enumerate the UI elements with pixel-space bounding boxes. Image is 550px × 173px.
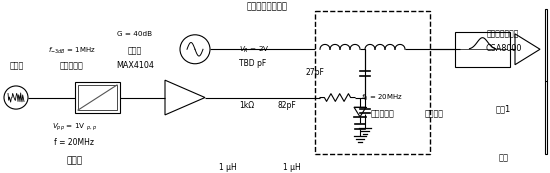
- Text: 帶通濾波器: 帶通濾波器: [370, 110, 394, 119]
- Text: 頻道1: 頻道1: [496, 104, 511, 113]
- Text: 正弦波: 正弦波: [66, 156, 82, 165]
- Text: $V_{pp}$ = 1V $_{p,p}$: $V_{pp}$ = 1V $_{p,p}$: [52, 121, 97, 133]
- Text: $V_R$ = 2V: $V_R$ = 2V: [239, 44, 270, 55]
- Text: 1kΩ: 1kΩ: [239, 101, 254, 110]
- Text: $f_{-3dB}$ = 1MHz: $f_{-3dB}$ = 1MHz: [48, 46, 95, 56]
- Text: 1 μH: 1 μH: [219, 163, 237, 172]
- Text: TBD pF: TBD pF: [239, 60, 267, 69]
- Text: 27pF: 27pF: [305, 68, 324, 77]
- Text: G = 40dB: G = 40dB: [117, 31, 152, 37]
- Text: 82pF: 82pF: [278, 101, 296, 110]
- Text: 相位雜訊調變電路: 相位雜訊調變電路: [246, 2, 287, 11]
- Text: 低通濾波器: 低通濾波器: [59, 61, 84, 70]
- Text: 放大器: 放大器: [128, 46, 142, 55]
- Text: 1 μH: 1 μH: [283, 163, 300, 172]
- Text: f = 20MHz: f = 20MHz: [54, 138, 94, 147]
- Text: 分離電路: 分離電路: [425, 110, 444, 119]
- Text: $f_0$ = 20MHz: $f_0$ = 20MHz: [361, 93, 403, 103]
- Text: 高速取樣示波器: 高速取樣示波器: [487, 29, 519, 38]
- Text: 觸發: 觸發: [498, 153, 508, 162]
- Text: 雜訊源: 雜訊源: [9, 61, 24, 70]
- Text: MAX4104: MAX4104: [116, 61, 153, 70]
- Text: CSA8000: CSA8000: [485, 44, 521, 53]
